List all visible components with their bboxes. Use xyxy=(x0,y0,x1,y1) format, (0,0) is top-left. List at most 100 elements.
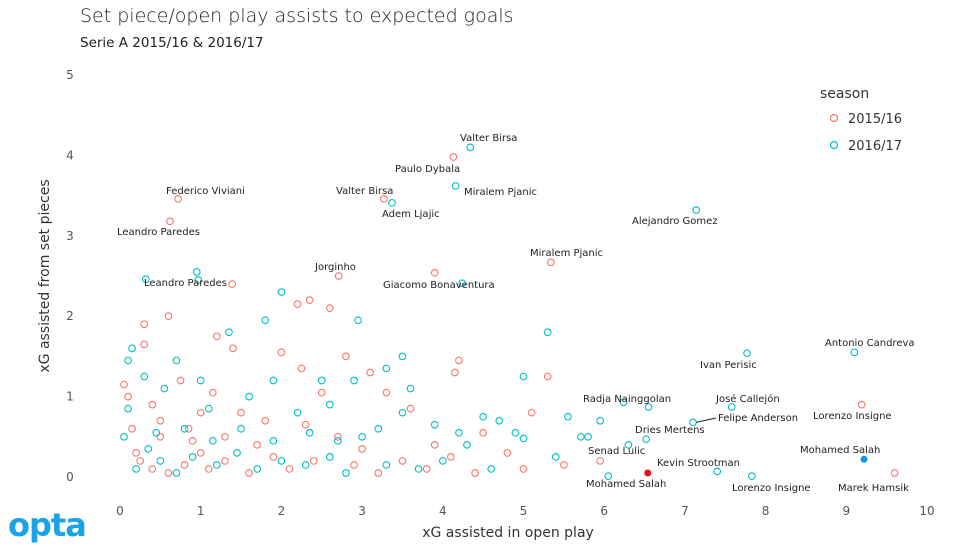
data-point xyxy=(221,457,229,465)
data-point xyxy=(124,356,132,365)
point-label: Paulo Dybala xyxy=(395,164,460,175)
data-point xyxy=(487,465,496,473)
data-point xyxy=(120,380,128,389)
chart-title: Set piece/open play assists to expected … xyxy=(80,5,514,27)
point-label: Alejandro Gomez xyxy=(632,216,718,227)
data-point xyxy=(140,340,149,349)
data-point xyxy=(245,469,253,477)
data-point xyxy=(527,408,536,417)
data-point xyxy=(596,457,605,465)
data-point xyxy=(438,457,447,465)
data-point xyxy=(358,432,366,441)
x-tick-label: 9 xyxy=(842,504,850,518)
data-point xyxy=(269,436,278,445)
data-point xyxy=(305,428,314,437)
data-point xyxy=(559,461,568,469)
data-point xyxy=(471,469,479,477)
labeled-data-point xyxy=(743,349,751,358)
data-point xyxy=(374,424,383,433)
data-point xyxy=(148,465,157,473)
data-point xyxy=(152,428,161,437)
point-label: Federico Viviani xyxy=(166,186,245,197)
x-tick-label: 5 xyxy=(520,504,528,518)
data-point xyxy=(325,400,334,409)
point-label: Lorenzo Insigne xyxy=(813,411,892,422)
data-point xyxy=(382,364,391,373)
point-label: Ivan Perisic xyxy=(700,360,757,371)
labeled-data-point xyxy=(388,198,396,207)
point-label: Radja Nainggolan xyxy=(583,394,671,405)
x-tick-label: 2 xyxy=(278,504,286,518)
data-point xyxy=(132,449,140,457)
data-point xyxy=(148,400,157,409)
data-point xyxy=(430,440,439,449)
data-point xyxy=(132,465,140,473)
data-point xyxy=(447,453,455,461)
data-point xyxy=(543,328,552,337)
data-point xyxy=(358,445,366,453)
data-point xyxy=(196,449,205,457)
data-point xyxy=(350,376,358,385)
x-axis-label: xG assisted in open play xyxy=(422,525,594,541)
data-point xyxy=(261,416,270,425)
y-axis-ticks: 0 1 2 3 4 5 xyxy=(66,68,74,484)
x-tick-label: 6 xyxy=(600,504,608,518)
data-point xyxy=(325,304,334,313)
data-point xyxy=(184,424,193,433)
data-point xyxy=(277,457,286,465)
x-tick-label: 8 xyxy=(762,504,770,518)
labeled-data-point xyxy=(334,272,343,280)
data-point xyxy=(382,388,391,397)
data-point xyxy=(398,457,407,465)
x-tick-label: 3 xyxy=(358,504,366,518)
data-point xyxy=(188,453,197,461)
data-point xyxy=(382,461,391,469)
data-point xyxy=(584,432,592,441)
data-point xyxy=(406,384,415,393)
data-point xyxy=(228,280,237,288)
data-point xyxy=(269,376,278,385)
opta-logo: opta xyxy=(8,506,86,544)
point-label: Mohamed Salah xyxy=(586,479,666,490)
data-point xyxy=(342,352,350,361)
point-label: Kevin Strootman xyxy=(657,458,740,469)
labeled-data-point xyxy=(857,400,866,409)
x-tick-label: 10 xyxy=(919,504,934,518)
data-point xyxy=(172,469,181,477)
data-point xyxy=(245,392,253,401)
legend-title: season xyxy=(820,86,869,102)
data-point xyxy=(285,465,294,473)
y-tick-label: 1 xyxy=(66,390,74,404)
data-point xyxy=(406,404,415,413)
data-point xyxy=(455,428,463,437)
point-label: Valter Birsa xyxy=(336,186,393,197)
point-label: Dries Mertens xyxy=(635,425,705,436)
data-point xyxy=(176,376,185,385)
data-point xyxy=(277,348,286,357)
legend-marker-2015-16 xyxy=(829,113,839,123)
data-point xyxy=(342,469,350,477)
data-point xyxy=(458,279,467,288)
labeled-data-point xyxy=(466,143,475,152)
data-point xyxy=(141,275,150,284)
data-point xyxy=(277,288,286,296)
data-point xyxy=(463,440,471,449)
data-point xyxy=(237,424,245,433)
data-point xyxy=(233,449,241,457)
data-point xyxy=(317,376,326,385)
data-point xyxy=(172,356,181,365)
data-point xyxy=(479,428,488,437)
point-label: Felipe Anderson xyxy=(718,413,798,424)
data-point xyxy=(208,436,217,445)
data-point xyxy=(156,457,165,465)
y-tick-label: 4 xyxy=(66,148,74,162)
data-point xyxy=(124,392,132,401)
y-tick-label: 5 xyxy=(66,68,74,82)
x-tick-label: 0 xyxy=(116,504,124,518)
labeled-data-point xyxy=(713,467,722,476)
data-point xyxy=(136,457,145,465)
point-label: Mohamed Salah xyxy=(800,445,880,456)
data-point xyxy=(261,316,270,325)
